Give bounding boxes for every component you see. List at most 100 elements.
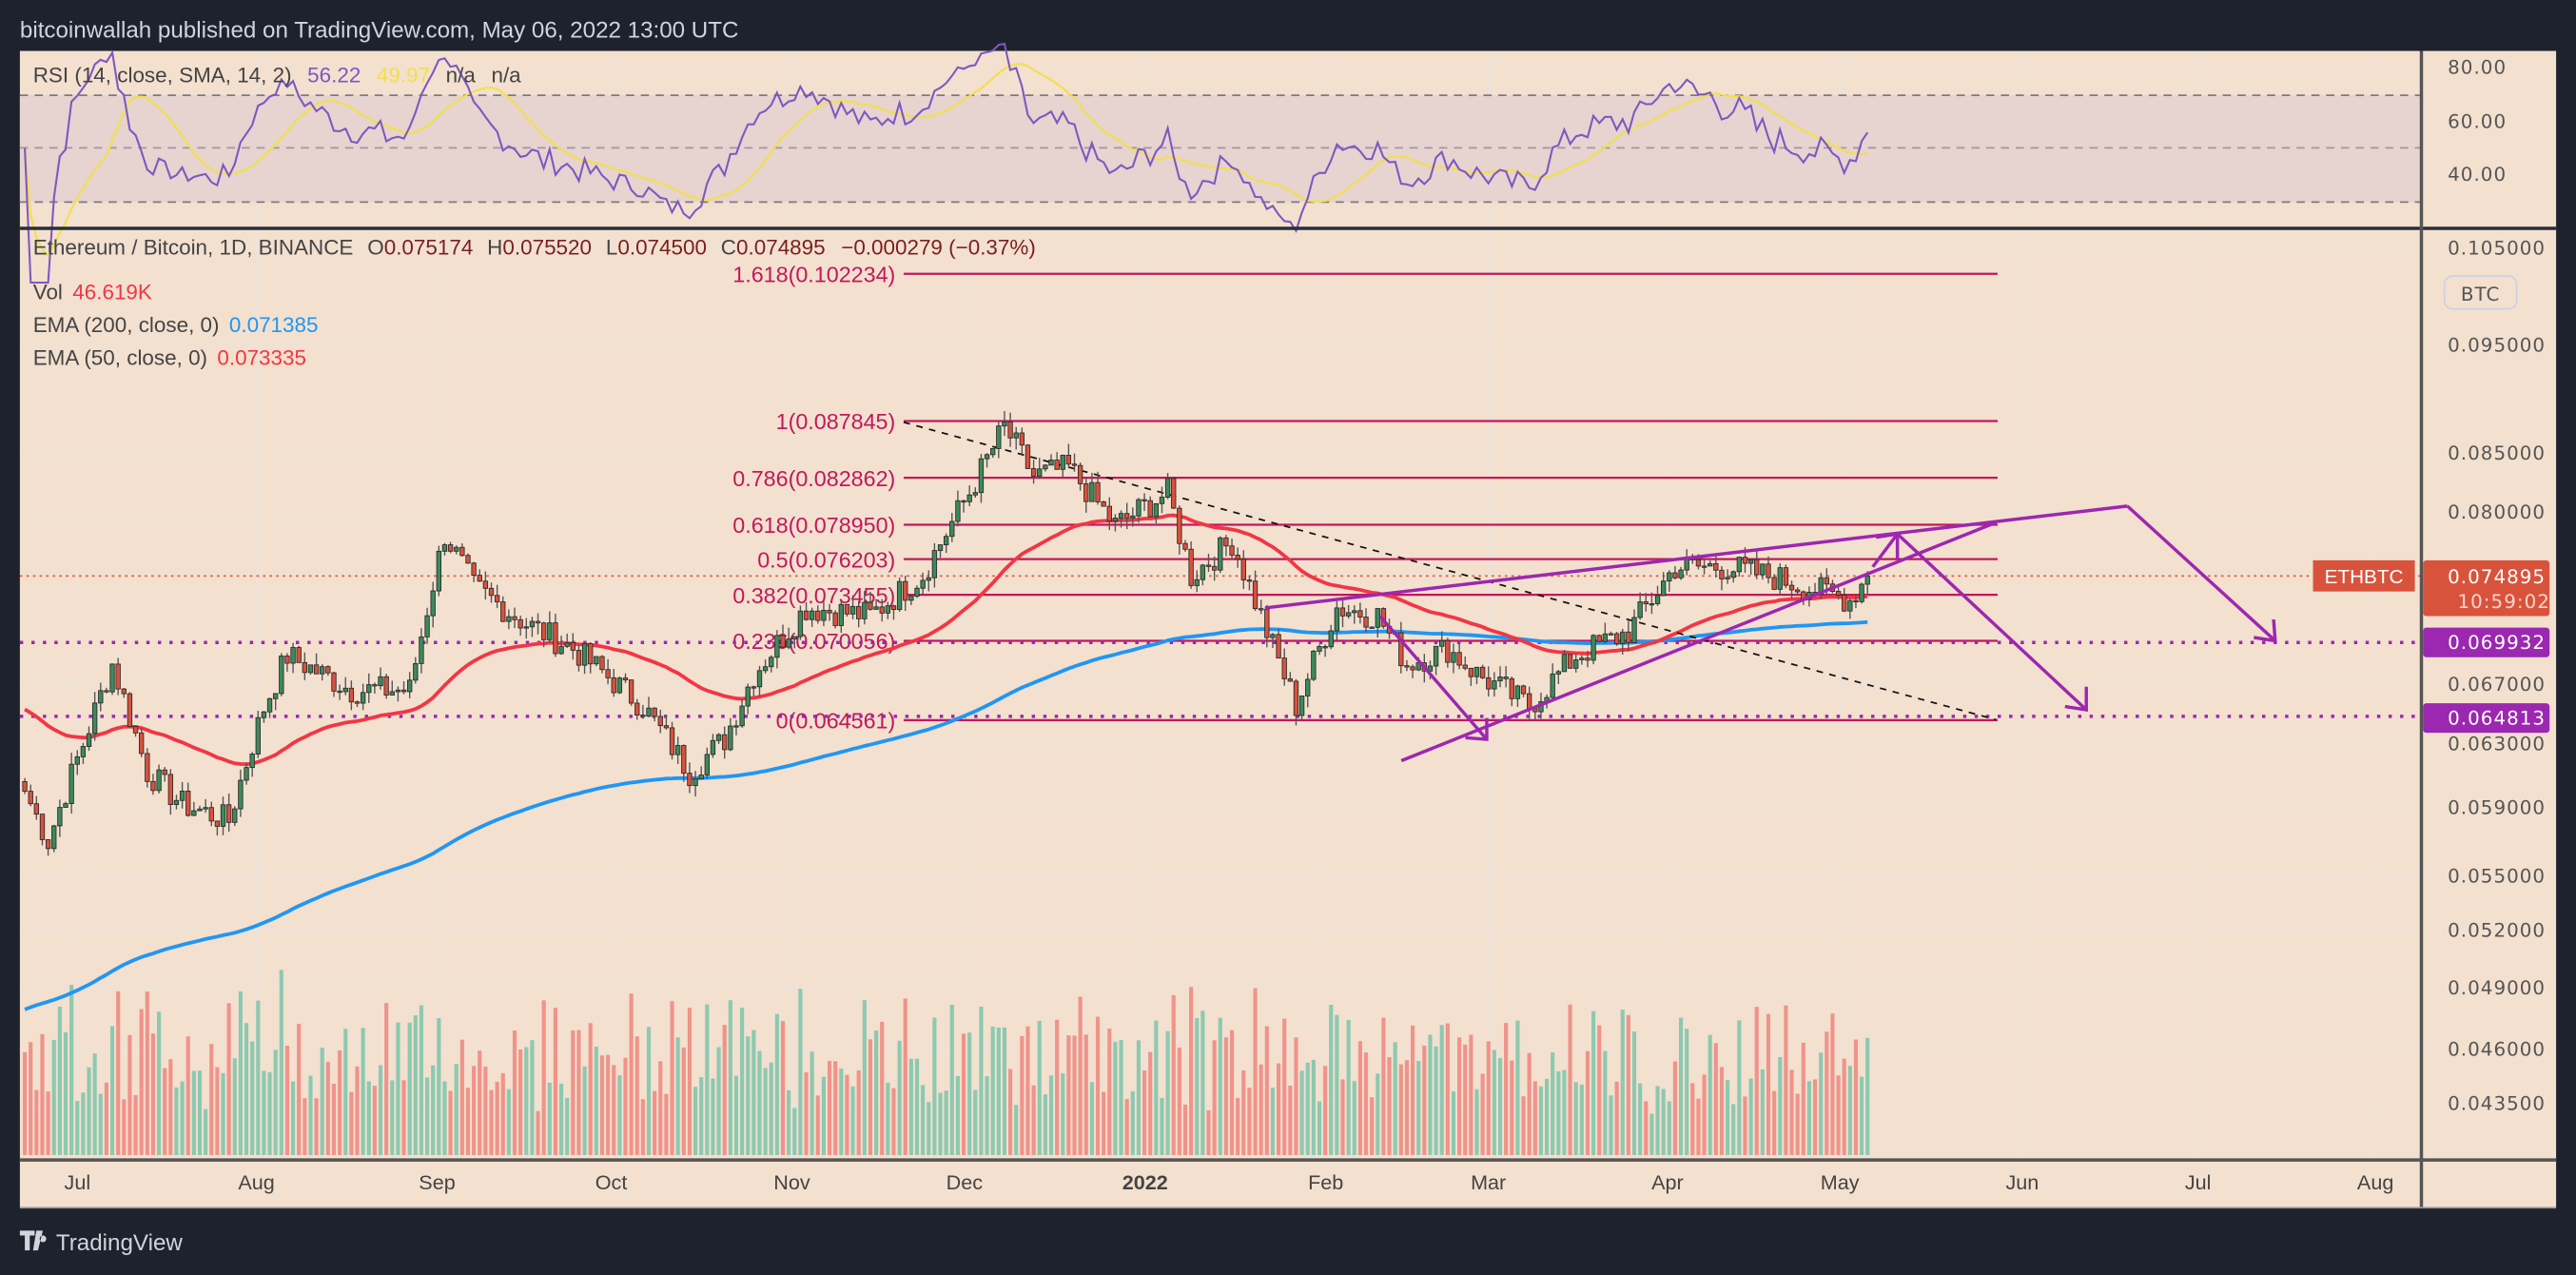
time-axis-label: Dec xyxy=(946,1170,984,1194)
candle xyxy=(395,686,401,702)
rsi-pane[interactable]: RSI (14, close, SMA, 14, 2) 56.22 49.97 … xyxy=(19,42,2507,284)
volume-bar xyxy=(1352,1081,1356,1155)
ema50-legend[interactable]: EMA (50, close, 0) 0.073335 xyxy=(33,345,306,369)
candle xyxy=(1486,666,1492,697)
tradingview-brand[interactable]: TradingView xyxy=(56,1230,183,1256)
candle xyxy=(132,725,139,737)
channel-lower-line[interactable] xyxy=(1400,520,1997,763)
volume-bar xyxy=(1340,1079,1345,1155)
price-axis[interactable]: 0.105000 0.095000 0.085000 0.080000 0.067000… xyxy=(2448,237,2546,1114)
candle xyxy=(990,447,996,458)
candle-body xyxy=(581,643,588,666)
volume-bar xyxy=(51,1039,56,1155)
candle xyxy=(413,657,419,684)
volume-bar xyxy=(1819,1052,1824,1155)
dashed-trendline[interactable] xyxy=(903,421,1997,721)
volume-bar xyxy=(1264,1026,1269,1155)
candle xyxy=(663,715,670,730)
volume-bar xyxy=(401,1080,406,1155)
candle xyxy=(978,453,985,503)
drawings[interactable] xyxy=(1264,504,2277,763)
candle xyxy=(1771,574,1777,591)
time-axis[interactable]: Jul Aug Sep Oct Nov Dec 2022 Feb Mar Apr May Jun Jul… xyxy=(65,1170,2394,1194)
volume-bar xyxy=(903,998,907,1155)
projection-arrow[interactable] xyxy=(1378,615,1489,741)
candle-body xyxy=(1783,567,1789,586)
candle-body xyxy=(331,672,337,692)
candle-body xyxy=(307,664,314,674)
volume-bar xyxy=(1661,1089,1666,1155)
candle-body xyxy=(1112,518,1119,522)
volume-bar xyxy=(1678,1017,1684,1155)
price-axis-label: 0.043500 xyxy=(2448,1093,2546,1115)
candle-body xyxy=(1760,563,1766,576)
candle-body xyxy=(1649,603,1655,606)
candle-body xyxy=(1713,562,1719,571)
candle-body xyxy=(1218,537,1223,571)
volume-bar xyxy=(1428,1034,1433,1155)
volume-legend[interactable]: Vol 46.619K xyxy=(33,280,152,304)
projection-arrow[interactable] xyxy=(2126,504,2276,642)
candle xyxy=(588,641,594,674)
volume-bar xyxy=(599,1055,605,1155)
candlesticks xyxy=(22,411,1870,856)
tradingview-logo-icon[interactable] xyxy=(19,1230,47,1251)
candle-body xyxy=(1124,513,1130,519)
volume-bar xyxy=(571,1030,576,1155)
volume-bar xyxy=(973,1089,978,1155)
candle-body xyxy=(594,656,599,665)
candle-body xyxy=(1205,564,1212,567)
volume-bar xyxy=(1165,1030,1170,1155)
candle-body xyxy=(1590,635,1596,661)
candle-body xyxy=(1043,464,1048,470)
candle xyxy=(797,605,804,640)
channel-upper-line[interactable] xyxy=(1264,504,2128,610)
candle xyxy=(1842,587,1847,613)
volume-bar xyxy=(733,1075,739,1155)
candle xyxy=(1853,594,1859,609)
candle xyxy=(1218,536,1223,574)
candle xyxy=(261,711,267,723)
candle xyxy=(1270,633,1276,649)
candle-body xyxy=(1060,454,1065,470)
volume-bar xyxy=(1497,1057,1503,1155)
candle-body xyxy=(558,645,564,655)
volume-bar xyxy=(378,1065,383,1155)
change-value: −0.000279 (−0.37%) xyxy=(841,236,1036,260)
candle-body xyxy=(1514,685,1521,699)
currency-badge[interactable] xyxy=(2443,275,2518,310)
candle-body xyxy=(1136,499,1142,517)
symbol-legend[interactable]: Ethereum / Bitcoin, 1D, BINANCE O0.07517… xyxy=(33,236,1036,260)
volume-bar xyxy=(1410,1025,1415,1155)
candle xyxy=(1678,566,1684,580)
volume-bar xyxy=(1363,1052,1369,1155)
candle-body xyxy=(570,642,576,651)
candle-body xyxy=(774,635,780,658)
volume-bar xyxy=(185,1036,190,1155)
candle-body xyxy=(1585,657,1590,661)
candle-body xyxy=(1503,677,1509,679)
candle-body xyxy=(28,791,33,805)
rsi-axis-label: 60.00 xyxy=(2448,111,2507,133)
symbol-tag xyxy=(2313,559,2415,592)
candle xyxy=(167,769,174,815)
rsi-legend: RSI (14, close, SMA, 14, 2) 56.22 49.97 … xyxy=(33,63,521,87)
time-axis-label: 2022 xyxy=(1122,1170,1168,1194)
volume-bar xyxy=(1376,1073,1380,1155)
candle-body xyxy=(751,686,757,689)
candle-body xyxy=(722,734,728,751)
time-axis-label: Jul xyxy=(2185,1170,2212,1194)
candle xyxy=(1649,592,1655,615)
volume-bar xyxy=(1510,1060,1514,1155)
volume-bar xyxy=(87,1067,91,1155)
volume-bar xyxy=(424,1077,430,1155)
volume-bar xyxy=(262,1070,266,1155)
ema200-legend[interactable]: EMA (200, close, 0) 0.071385 xyxy=(33,313,319,337)
candle-body xyxy=(1853,599,1859,603)
candle xyxy=(1631,609,1637,643)
candle xyxy=(1736,557,1743,578)
volume-bar xyxy=(98,1093,103,1155)
candle-body xyxy=(127,693,133,728)
volume-bar xyxy=(1842,1058,1846,1155)
volume-bar xyxy=(1708,1034,1712,1155)
